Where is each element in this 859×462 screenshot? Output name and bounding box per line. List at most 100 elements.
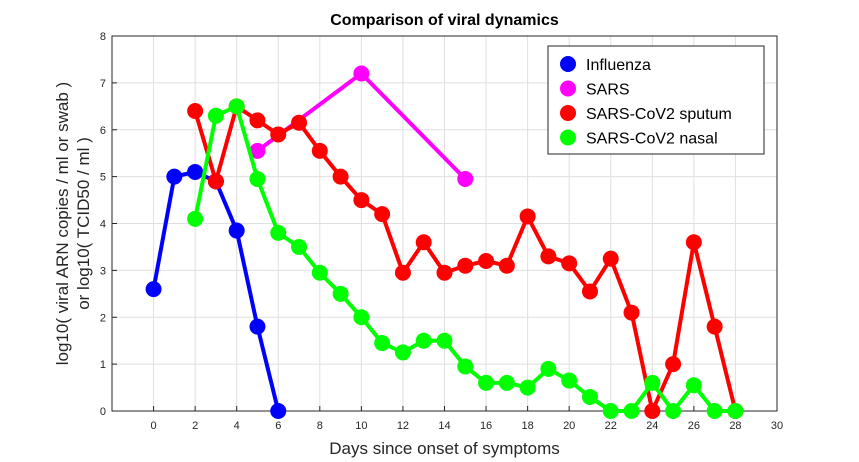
data-point xyxy=(311,264,328,281)
data-point xyxy=(415,234,432,251)
data-point xyxy=(727,403,744,419)
data-point xyxy=(457,170,474,187)
x-tick-label: 16 xyxy=(480,420,492,432)
data-point xyxy=(706,403,723,419)
data-point xyxy=(623,403,640,419)
legend-entry-label: SARS-CoV2 nasal xyxy=(586,131,718,148)
legend: Influenza SARS SARS-CoV2 sputum SARS-CoV2 n… xyxy=(547,45,765,155)
data-point xyxy=(457,257,474,274)
data-point xyxy=(561,372,578,389)
data-point xyxy=(415,332,432,349)
x-tick-label: 2 xyxy=(192,420,198,432)
data-point xyxy=(249,112,266,129)
x-tick-label: 24 xyxy=(646,420,658,432)
data-point xyxy=(374,206,391,223)
y-tick-label: 6 xyxy=(100,125,106,137)
data-point xyxy=(665,356,682,373)
data-point xyxy=(207,107,224,124)
data-point xyxy=(228,98,245,115)
x-tick-label: 12 xyxy=(397,420,409,432)
data-point xyxy=(291,114,308,131)
data-point xyxy=(353,192,370,209)
data-point xyxy=(332,168,349,185)
y-tick-label: 0 xyxy=(100,406,106,418)
legend-box xyxy=(547,45,765,155)
data-point xyxy=(187,163,204,180)
y-tick-label: 5 xyxy=(100,172,106,184)
data-point xyxy=(270,403,287,419)
data-point xyxy=(207,173,224,190)
x-tick-label: 28 xyxy=(729,420,741,432)
legend-entry-label: SARS-CoV2 sputum xyxy=(586,106,732,123)
y-tick-label: 7 xyxy=(100,78,106,90)
data-point xyxy=(685,234,702,251)
data-point xyxy=(498,374,515,391)
x-tick-label: 0 xyxy=(151,420,157,432)
data-point xyxy=(145,281,162,298)
x-tick-label: 8 xyxy=(317,420,323,432)
y-axis-label-line2: or log10( TCID50 / ml ) xyxy=(74,137,93,310)
legend-marker xyxy=(560,105,576,121)
data-point xyxy=(228,222,245,239)
data-point xyxy=(166,168,183,185)
legend-marker xyxy=(560,56,576,72)
data-point xyxy=(394,344,411,361)
data-point xyxy=(332,285,349,302)
x-tick-label: 6 xyxy=(275,420,281,432)
data-point xyxy=(374,335,391,352)
legend-marker xyxy=(560,80,576,97)
x-tick-label: 20 xyxy=(563,420,575,432)
x-axis-label: Days since onset of symptoms xyxy=(329,439,560,458)
data-point xyxy=(623,304,640,321)
data-point xyxy=(602,403,619,419)
data-point xyxy=(540,248,557,265)
data-point xyxy=(478,374,495,391)
data-point xyxy=(353,309,370,326)
legend-entry-label: Influenza xyxy=(586,57,651,74)
y-tick-label: 8 xyxy=(100,31,106,43)
x-tick-label: 22 xyxy=(605,420,617,432)
data-point xyxy=(665,403,682,419)
x-tick-label: 26 xyxy=(688,420,700,432)
data-point xyxy=(706,318,723,335)
x-tick-label: 18 xyxy=(522,420,534,432)
y-tick-label: 3 xyxy=(100,265,106,277)
data-point xyxy=(436,264,453,281)
data-point xyxy=(249,170,266,187)
data-point xyxy=(644,403,661,419)
y-tick-label: 2 xyxy=(100,312,106,324)
y-tick-label: 4 xyxy=(100,219,106,231)
data-point xyxy=(581,388,598,405)
data-point xyxy=(685,377,702,394)
data-point xyxy=(270,224,287,241)
y-axis-label-line1: log10( viral ARN copies / ml or swab ) xyxy=(53,82,72,365)
data-point xyxy=(291,238,308,255)
data-series xyxy=(145,65,744,419)
chart-title: Comparison of viral dynamics xyxy=(330,12,559,29)
data-point xyxy=(249,318,266,335)
data-point xyxy=(436,332,453,349)
data-point xyxy=(602,250,619,267)
x-tick-label: 14 xyxy=(438,420,450,432)
x-tick-label: 4 xyxy=(234,420,240,432)
data-point xyxy=(498,257,515,274)
data-point xyxy=(394,264,411,281)
legend-marker xyxy=(560,129,576,146)
data-point xyxy=(311,142,328,159)
data-point xyxy=(561,255,578,272)
data-point xyxy=(249,142,266,159)
data-point xyxy=(270,126,287,143)
legend-entry-label: SARS xyxy=(586,82,630,99)
data-point xyxy=(540,360,557,377)
x-tick-label: 30 xyxy=(771,420,783,432)
data-point xyxy=(457,358,474,375)
data-point xyxy=(187,103,204,119)
data-point xyxy=(644,374,661,391)
series-sars-cov2-nasal xyxy=(187,98,744,419)
data-point xyxy=(353,65,370,82)
data-point xyxy=(478,253,495,269)
y-tick-label: 1 xyxy=(100,359,106,371)
